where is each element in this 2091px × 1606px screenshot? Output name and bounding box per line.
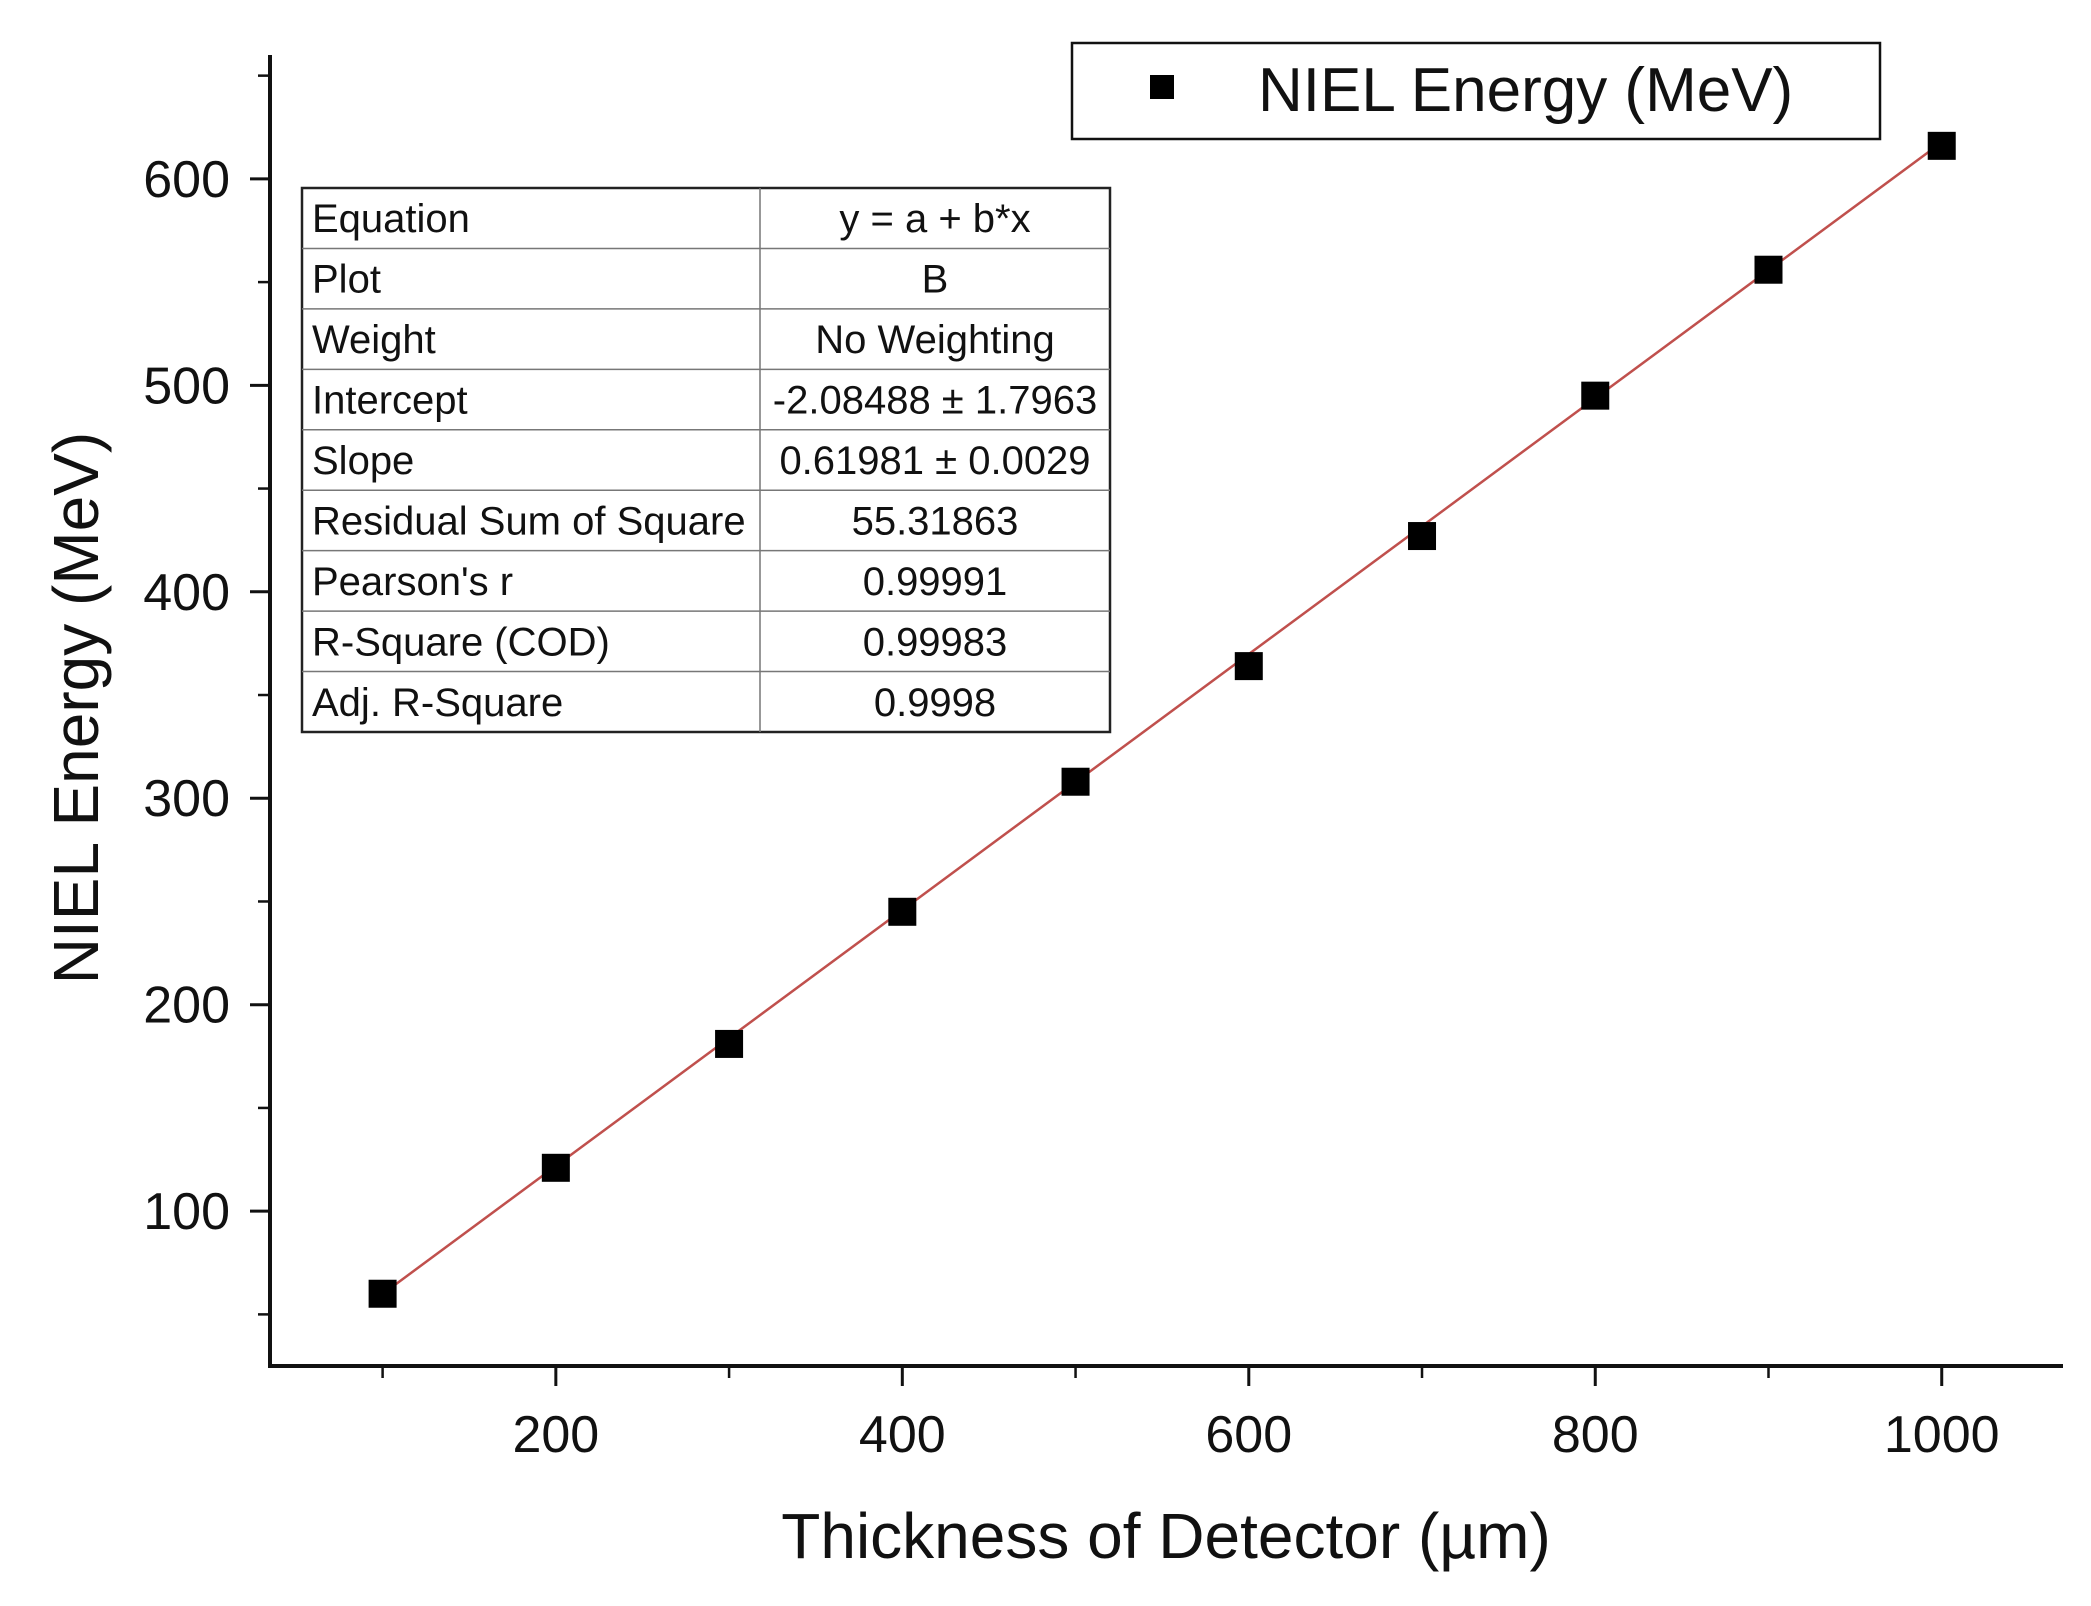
- fit-table-value: 0.61981 ± 0.0029: [779, 439, 1090, 483]
- x-tick-label: 800: [1552, 1406, 1639, 1464]
- data-point: [541, 1153, 570, 1182]
- fit-table-value: 0.9998: [874, 681, 996, 725]
- fit-table-value: No Weighting: [815, 318, 1054, 362]
- fit-table-value: 0.99983: [863, 620, 1008, 664]
- data-point: [715, 1029, 744, 1058]
- x-axis-title: Thickness of Detector (µm): [781, 1500, 1551, 1572]
- data-point: [1927, 131, 1956, 160]
- fit-table-border: [300, 186, 1112, 734]
- fit-table-value: -2.08488 ± 1.7963: [773, 379, 1097, 423]
- x-tick-label: 400: [859, 1406, 946, 1464]
- y-tick-label: 400: [143, 564, 230, 622]
- fit-table-value: 55.31863: [852, 499, 1019, 543]
- fit-table-value: y = a + b*x: [839, 197, 1030, 241]
- data-point: [888, 897, 917, 926]
- data-point: [1408, 522, 1437, 551]
- fit-table-label: Residual Sum of Square: [312, 499, 746, 543]
- fit-table-label: Weight: [312, 318, 436, 362]
- data-point: [1581, 381, 1610, 410]
- x-tick-label: 200: [512, 1406, 599, 1464]
- fit-table-label: R-Square (COD): [312, 620, 610, 664]
- data-point: [1234, 652, 1263, 681]
- fit-table-label: Adj. R-Square: [312, 681, 563, 725]
- fit-table-label: Equation: [312, 197, 470, 241]
- data-points: [368, 131, 1956, 1308]
- legend-box: [1070, 41, 1882, 141]
- data-point: [1754, 255, 1783, 284]
- y-tick-label: 600: [143, 151, 230, 209]
- legend: NIEL Energy (MeV): [1070, 41, 1882, 141]
- y-tick-label: 500: [143, 357, 230, 415]
- x-axis-ticks: 200 400 600 800 1000: [381, 1366, 2000, 1464]
- data-point: [1061, 767, 1090, 796]
- x-tick-label: 1000: [1884, 1406, 2000, 1464]
- fit-table-value: 0.99991: [863, 560, 1008, 604]
- fit-table-label: Slope: [312, 439, 414, 483]
- fit-table-label: Plot: [312, 258, 381, 302]
- fit-table-label: Pearson's r: [312, 560, 513, 604]
- y-tick-label: 100: [143, 1183, 230, 1241]
- y-tick-label: 200: [143, 977, 230, 1035]
- data-point: [368, 1279, 397, 1308]
- fit-table-value: B: [922, 258, 949, 302]
- fit-table-label: Intercept: [312, 379, 468, 423]
- fit-results-table: Equation y = a + b*x Plot B Weight No Weighti…: [300, 186, 1112, 734]
- legend-marker-square-icon: [1150, 75, 1174, 99]
- y-axis-ticks: 100 200 300 400 500 600: [143, 74, 270, 1316]
- linear-fit-line: [381, 141, 1943, 1295]
- y-axis-title: NIEL Energy (MeV): [40, 432, 112, 984]
- x-tick-label: 600: [1205, 1406, 1292, 1464]
- y-tick-label: 300: [143, 770, 230, 828]
- legend-entry-niel-energy: NIEL Energy (MeV): [1258, 56, 1793, 125]
